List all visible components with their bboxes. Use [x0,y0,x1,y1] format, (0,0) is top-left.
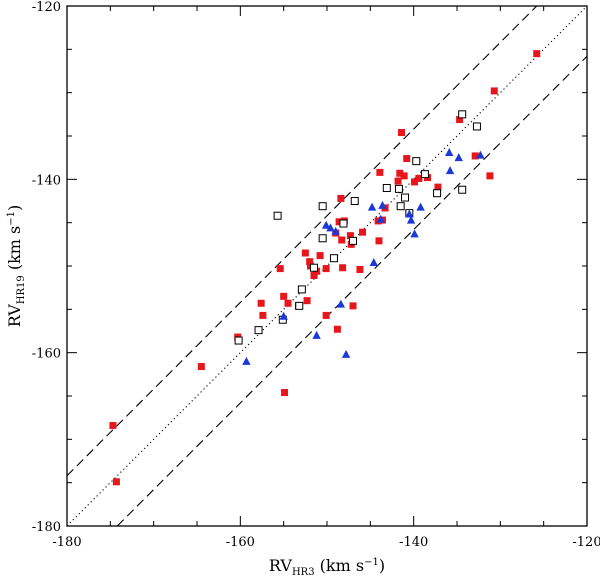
open-square-point [295,301,304,310]
blue-triangle-point [336,299,346,308]
red-square-point [259,311,267,319]
blue-triangle-point [445,147,454,156]
open-square-point [339,219,348,228]
offset-line-1 [66,5,538,477]
red-square-point [316,252,324,260]
open-square-point [310,263,318,272]
open-square-point [396,202,405,211]
open-square-point [254,326,263,335]
blue-triangle-point [331,226,340,235]
red-square-point [306,258,314,266]
red-square-point [415,174,423,182]
x-axis-title: RVHR3 (km s−1) [269,556,385,578]
open-square-point [420,170,429,179]
red-square-point [396,169,404,177]
red-square-point [411,178,419,186]
red-square-point [456,116,464,124]
red-square-point [303,297,311,305]
x-tick-label: -120 [572,535,600,550]
blue-triangle-point [312,330,321,339]
blue-triangle-point [321,220,331,229]
red-square-point [301,249,309,257]
open-square-point [401,193,409,202]
red-square-point [403,155,411,163]
offset-line-2 [116,55,588,527]
open-square-point [349,236,357,245]
red-square-point [322,311,330,319]
open-square-point [297,285,306,294]
red-square-point [339,264,347,272]
blue-triangle-point [416,202,425,211]
open-square-point [329,254,338,263]
red-square-point [375,237,383,245]
blue-triangle-point [341,349,351,358]
y-tick-label: -160 [32,347,61,362]
red-square-point [346,232,354,240]
blue-triangle-point [369,258,378,267]
red-square-point [197,363,205,371]
open-square-point [382,184,391,192]
red-square-point [434,183,442,191]
red-square-point [109,421,117,429]
axis-ticks: -180 -160 -140 -120 -180 -160 -140 -120 [32,0,600,550]
red-square-point [335,218,343,226]
open-square-point [433,189,442,198]
y-tick-label: -120 [32,0,61,15]
red-square-point [349,302,357,310]
open-square-point [318,202,327,211]
y-axis-title: RVHR19 (km s−1) [5,205,27,328]
blue-triangle-point [410,229,419,238]
red-square-point [471,152,479,160]
red-square-point [394,177,402,185]
one-to-one-line [66,5,588,527]
red-square-point [533,50,541,58]
open-square-point [458,185,467,194]
red-square-point [322,265,330,273]
blue-triangle-point [476,150,485,159]
blue-triangle-point [376,214,385,223]
data-points [109,50,541,486]
red-square-point [310,272,318,280]
y-tick-label: -180 [32,520,61,535]
red-square-point [398,129,406,137]
red-square-point [376,168,384,176]
open-square-point [318,234,327,243]
blue-triangle-point [242,356,251,365]
red-square-point [337,194,345,202]
y-tick-label: -140 [32,173,61,188]
red-square-point [338,236,346,244]
blue-triangle-point [454,153,463,162]
red-square-point [112,478,120,486]
red-square-point [284,299,292,307]
blue-triangle-point [445,166,455,175]
red-square-point [486,172,494,180]
red-square-point [333,325,341,333]
reference-lines [66,5,588,527]
red-square-point [281,389,289,397]
blue-triangle-point [378,200,387,209]
open-square-point [472,122,481,131]
red-square-point [276,265,284,273]
blue-triangle-point [405,209,414,218]
x-tick-label: -140 [399,535,428,550]
x-tick-label: -160 [226,535,255,550]
blue-triangle-point [406,215,416,224]
blue-triangle-point [279,311,288,320]
red-square-point [359,228,367,236]
open-square-point [273,211,282,220]
red-square-point [280,292,288,300]
blue-triangle-point [326,223,335,232]
open-square-point [350,197,359,205]
open-square-point [458,110,467,119]
open-square-point [412,157,421,166]
open-square-point [234,336,243,345]
open-square-point [394,184,403,193]
blue-triangle-point [367,202,377,211]
red-square-point [400,172,408,180]
red-square-point [356,265,364,273]
x-tick-label: -180 [52,535,81,550]
red-square-point [490,87,498,95]
red-square-point [257,299,265,307]
